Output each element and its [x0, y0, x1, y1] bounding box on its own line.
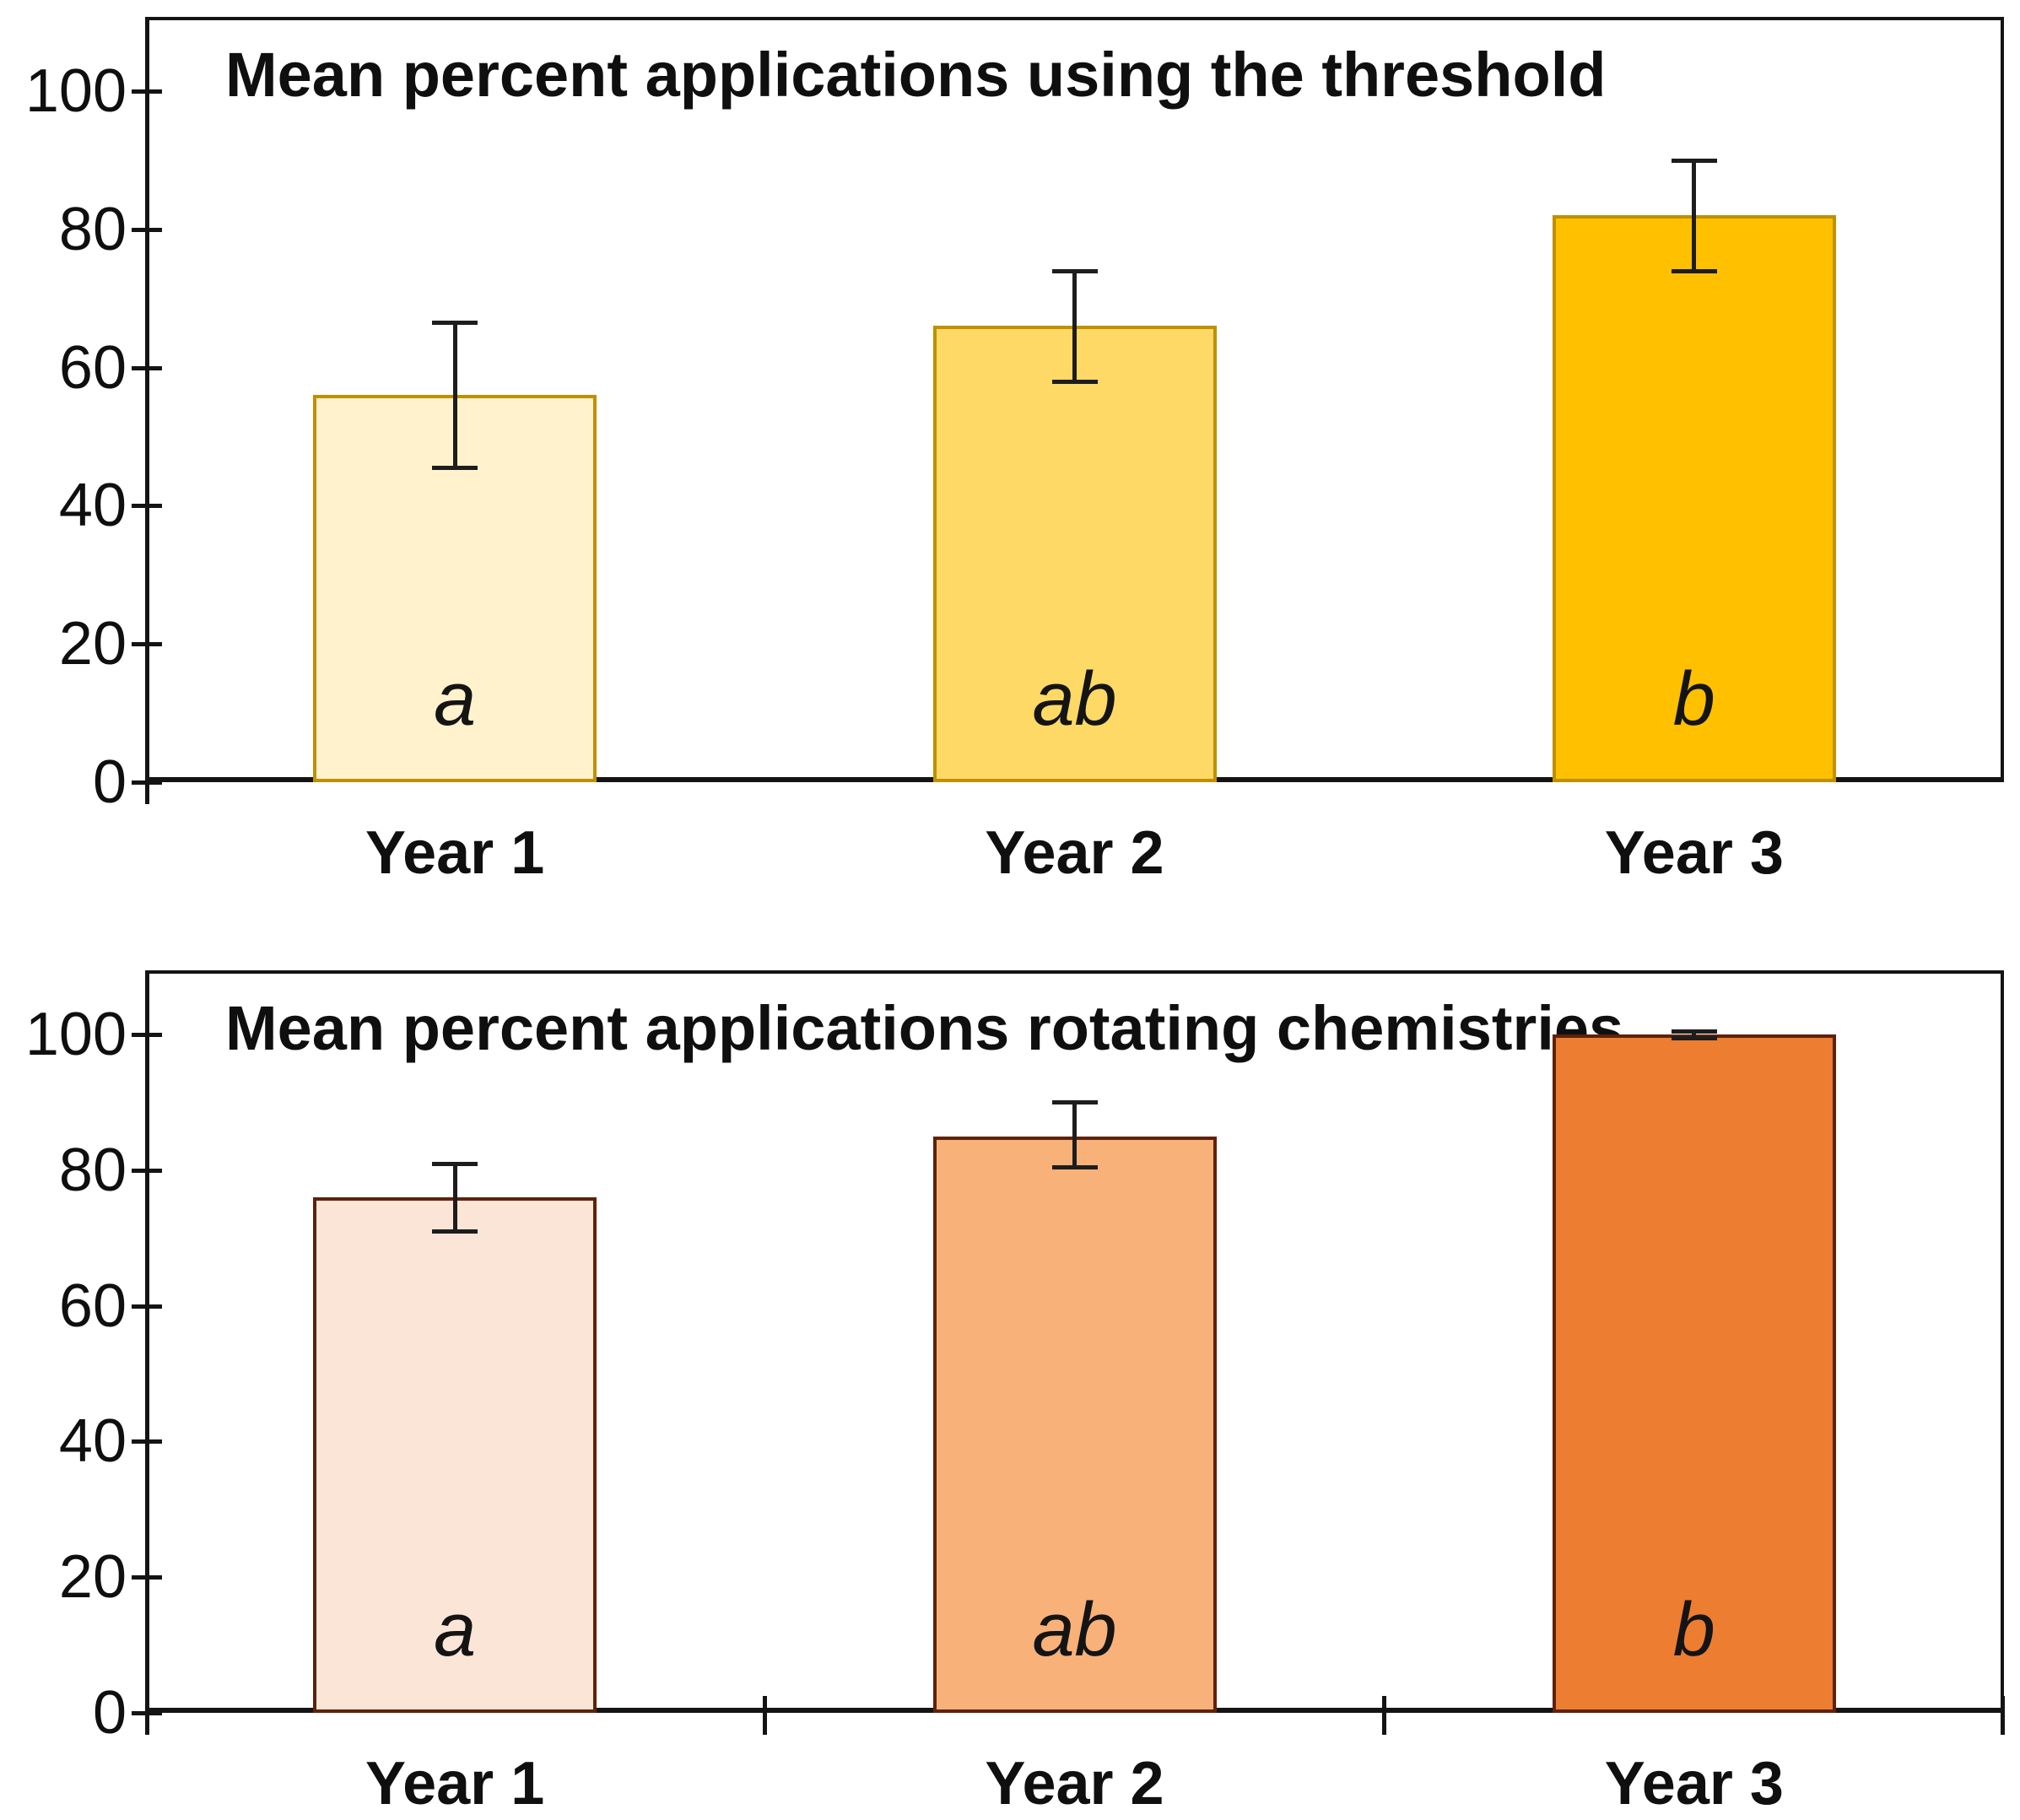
significance-letter: ab [1032, 657, 1117, 742]
bar-year-2 [932, 1136, 1217, 1713]
error-bar-line [452, 1163, 457, 1232]
y-axis-extension [145, 1713, 149, 1735]
y-tick-label: 80 [58, 1136, 127, 1204]
x-category-label: Year 1 [365, 1750, 545, 1817]
bar-year-3 [1552, 1034, 1836, 1713]
x-category-label: Year 1 [365, 819, 545, 887]
y-axis-tick [132, 1575, 162, 1580]
significance-letter: b [1672, 1588, 1715, 1672]
y-axis-tick [132, 365, 162, 370]
bar-year-1 [313, 1196, 597, 1713]
y-tick-label: 20 [58, 610, 127, 678]
y-axis-tick [132, 1439, 162, 1445]
significance-letter: ab [1032, 1588, 1117, 1672]
x-axis-end-tick [2001, 1696, 2005, 1735]
significance-letter: b [1672, 657, 1715, 742]
y-axis-tick [132, 1304, 162, 1309]
y-tick-label: 20 [58, 1543, 127, 1612]
error-bar-cap-top [1051, 268, 1098, 273]
y-axis-tick [132, 642, 162, 647]
bar-year-2 [932, 326, 1217, 782]
error-bar-line [1072, 1102, 1077, 1167]
x-category-label: Year 3 [1604, 1750, 1784, 1817]
error-bar-line [1692, 1030, 1697, 1038]
y-tick-label: 60 [58, 1272, 127, 1340]
bar-year-3 [1552, 215, 1836, 782]
y-axis-tick [132, 89, 162, 94]
y-axis-tick [132, 504, 162, 509]
chart-title: Mean percent applications rotating chemi… [225, 993, 1624, 1063]
significance-letter: a [434, 1588, 477, 1672]
error-bar-cap-bottom [432, 466, 478, 471]
error-bar-cap-top [1051, 1100, 1098, 1105]
y-axis-extension [145, 782, 149, 804]
error-bar-cap-bottom [1051, 1164, 1098, 1169]
y-tick-label: 100 [24, 57, 127, 125]
x-category-label: Year 3 [1604, 819, 1784, 887]
error-bar-cap-bottom [1051, 379, 1098, 384]
y-tick-label: 100 [24, 1001, 127, 1068]
y-axis-tick [132, 1168, 162, 1173]
error-bar-cap-top [432, 321, 478, 326]
x-category-label: Year 2 [985, 1750, 1164, 1817]
error-bar-line [452, 322, 457, 468]
y-tick-label: 80 [58, 195, 127, 263]
y-tick-label: 40 [58, 1407, 127, 1476]
y-axis-tick [132, 227, 162, 232]
error-bar-line [1072, 270, 1077, 381]
y-axis-tick [132, 1033, 162, 1037]
y-tick-label: 60 [58, 333, 127, 402]
error-bar-cap-bottom [1671, 268, 1717, 273]
error-bar-cap-top [432, 1161, 478, 1166]
x-axis-boundary-tick [1382, 1696, 1387, 1735]
significance-letter: a [434, 657, 477, 742]
x-category-label: Year 2 [985, 819, 1164, 887]
error-bar-line [1692, 159, 1697, 271]
error-bar-cap-top [1671, 158, 1717, 163]
chart-title: Mean percent applications using the thre… [225, 40, 1607, 110]
error-bar-cap-bottom [432, 1229, 478, 1234]
y-tick-label: 0 [92, 1679, 127, 1747]
y-tick-label: 40 [58, 472, 127, 540]
error-bar-cap-top [1671, 1029, 1717, 1034]
x-axis-boundary-tick [762, 1696, 767, 1735]
error-bar-cap-bottom [1671, 1036, 1717, 1041]
y-tick-label: 0 [92, 748, 127, 816]
